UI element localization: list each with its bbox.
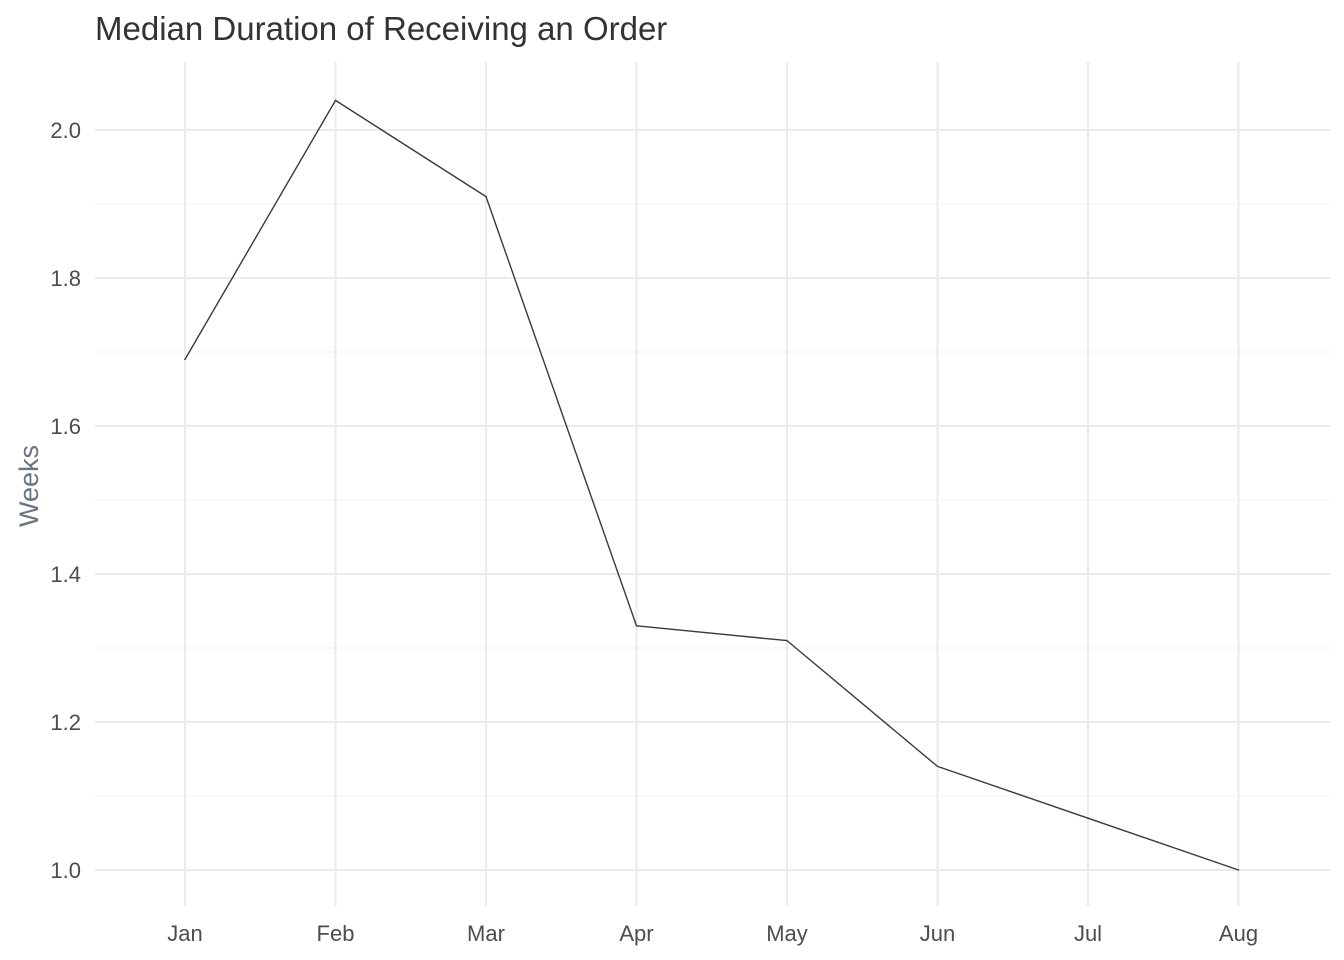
y-tick-labels: 1.0 1.2 1.4 1.6 1.8 2.0 [50, 118, 81, 883]
y-tick-label: 1.8 [50, 266, 81, 291]
data-point [786, 639, 788, 642]
y-tick-label: 1.4 [50, 562, 81, 587]
x-tick-label: May [766, 921, 808, 946]
data-point [635, 625, 638, 627]
x-tick-label: Jul [1074, 921, 1102, 946]
data-point [184, 358, 186, 361]
y-axis-title: Weeks [14, 445, 44, 527]
grid-major [95, 62, 1330, 906]
data-point [485, 195, 487, 198]
y-tick-label: 1.2 [50, 710, 81, 735]
data-point [1237, 869, 1240, 871]
grid-minor [95, 203, 1330, 797]
data-point [1087, 817, 1089, 819]
x-tick-label: Jun [920, 921, 955, 946]
chart-title: Median Duration of Receiving an Order [95, 10, 667, 47]
data-series [184, 99, 1240, 871]
series-line [184, 99, 1240, 871]
x-tick-label: Feb [317, 921, 355, 946]
y-tick-label: 1.6 [50, 414, 81, 439]
x-tick-label: Jan [167, 921, 202, 946]
data-point [334, 99, 337, 102]
x-tick-label: Aug [1219, 921, 1258, 946]
x-tick-label: Apr [619, 921, 653, 946]
x-tick-label: Mar [467, 921, 505, 946]
y-tick-label: 2.0 [50, 118, 81, 143]
y-tick-label: 1.0 [50, 858, 81, 883]
data-point [936, 765, 939, 768]
x-tick-labels: Jan Feb Mar Apr May Jun Jul Aug [167, 921, 1258, 946]
